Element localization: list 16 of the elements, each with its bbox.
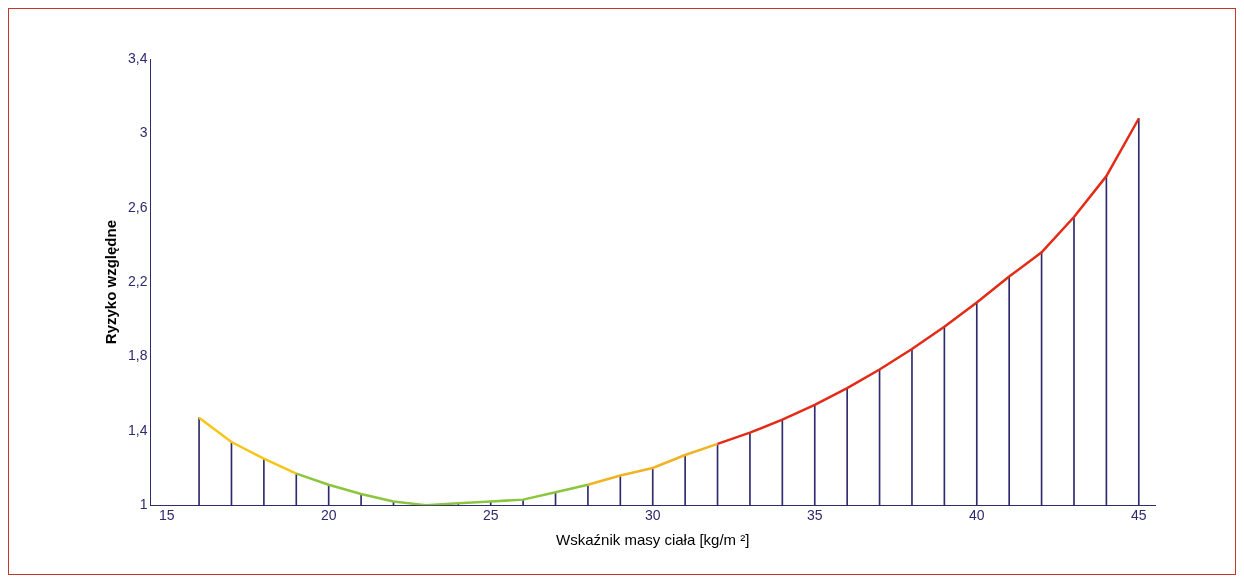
x-tick-label: 20 xyxy=(320,507,337,524)
x-axis-title: Wskaźnik masy ciała [kg/m ²] xyxy=(556,531,750,549)
y-axis-title: Ryzyko względne xyxy=(102,220,120,345)
y-tick-label: 2,2 xyxy=(127,272,148,289)
x-tick-label: 35 xyxy=(806,507,823,524)
y-tick-label: 2,6 xyxy=(127,198,148,215)
x-tick-label: 40 xyxy=(968,507,985,524)
x-tick-label: 15 xyxy=(158,507,175,524)
y-tick-label: 1 xyxy=(139,496,148,513)
y-tick-label: 1,4 xyxy=(127,421,148,438)
x-tick-label: 30 xyxy=(644,507,661,524)
x-tick-label: 45 xyxy=(1131,507,1147,524)
y-tick-label: 3,4 xyxy=(127,49,148,66)
y-tick-label: 3 xyxy=(139,124,148,141)
y-tick-label: 1,8 xyxy=(127,347,148,364)
x-tick-label: 25 xyxy=(482,507,499,524)
